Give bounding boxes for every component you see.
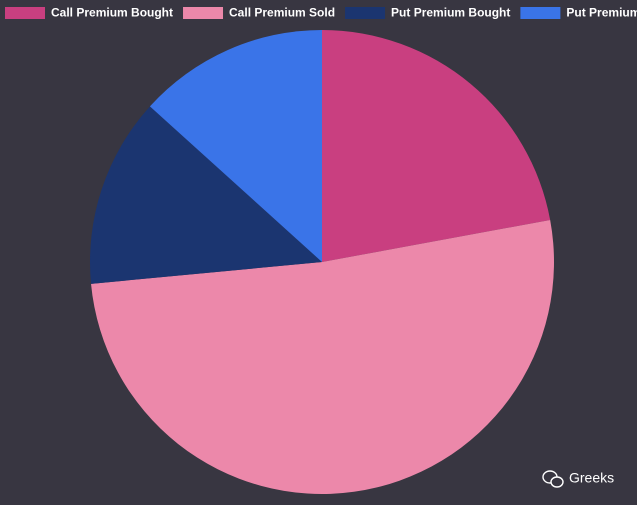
pie-slice [91,219,554,494]
watermark: Greeks [569,470,614,486]
legend-swatch [5,7,45,19]
wechat-icon [542,470,564,488]
legend: Call Premium Bought Call Premium Sold Put … [5,6,637,20]
pie-slice [322,30,551,262]
legend-swatch [345,7,386,19]
legend-label: Call Premium Sold [229,6,335,20]
legend-swatch [520,7,561,19]
pie-slice [149,30,322,262]
pie [90,30,554,494]
legend-label: Put Premium Bought [391,6,510,20]
legend-label: Put Premium Sold [566,6,637,20]
legend-swatch [183,7,224,19]
pie-slice [90,106,323,284]
legend-label: Call Premium Bought [51,6,173,20]
